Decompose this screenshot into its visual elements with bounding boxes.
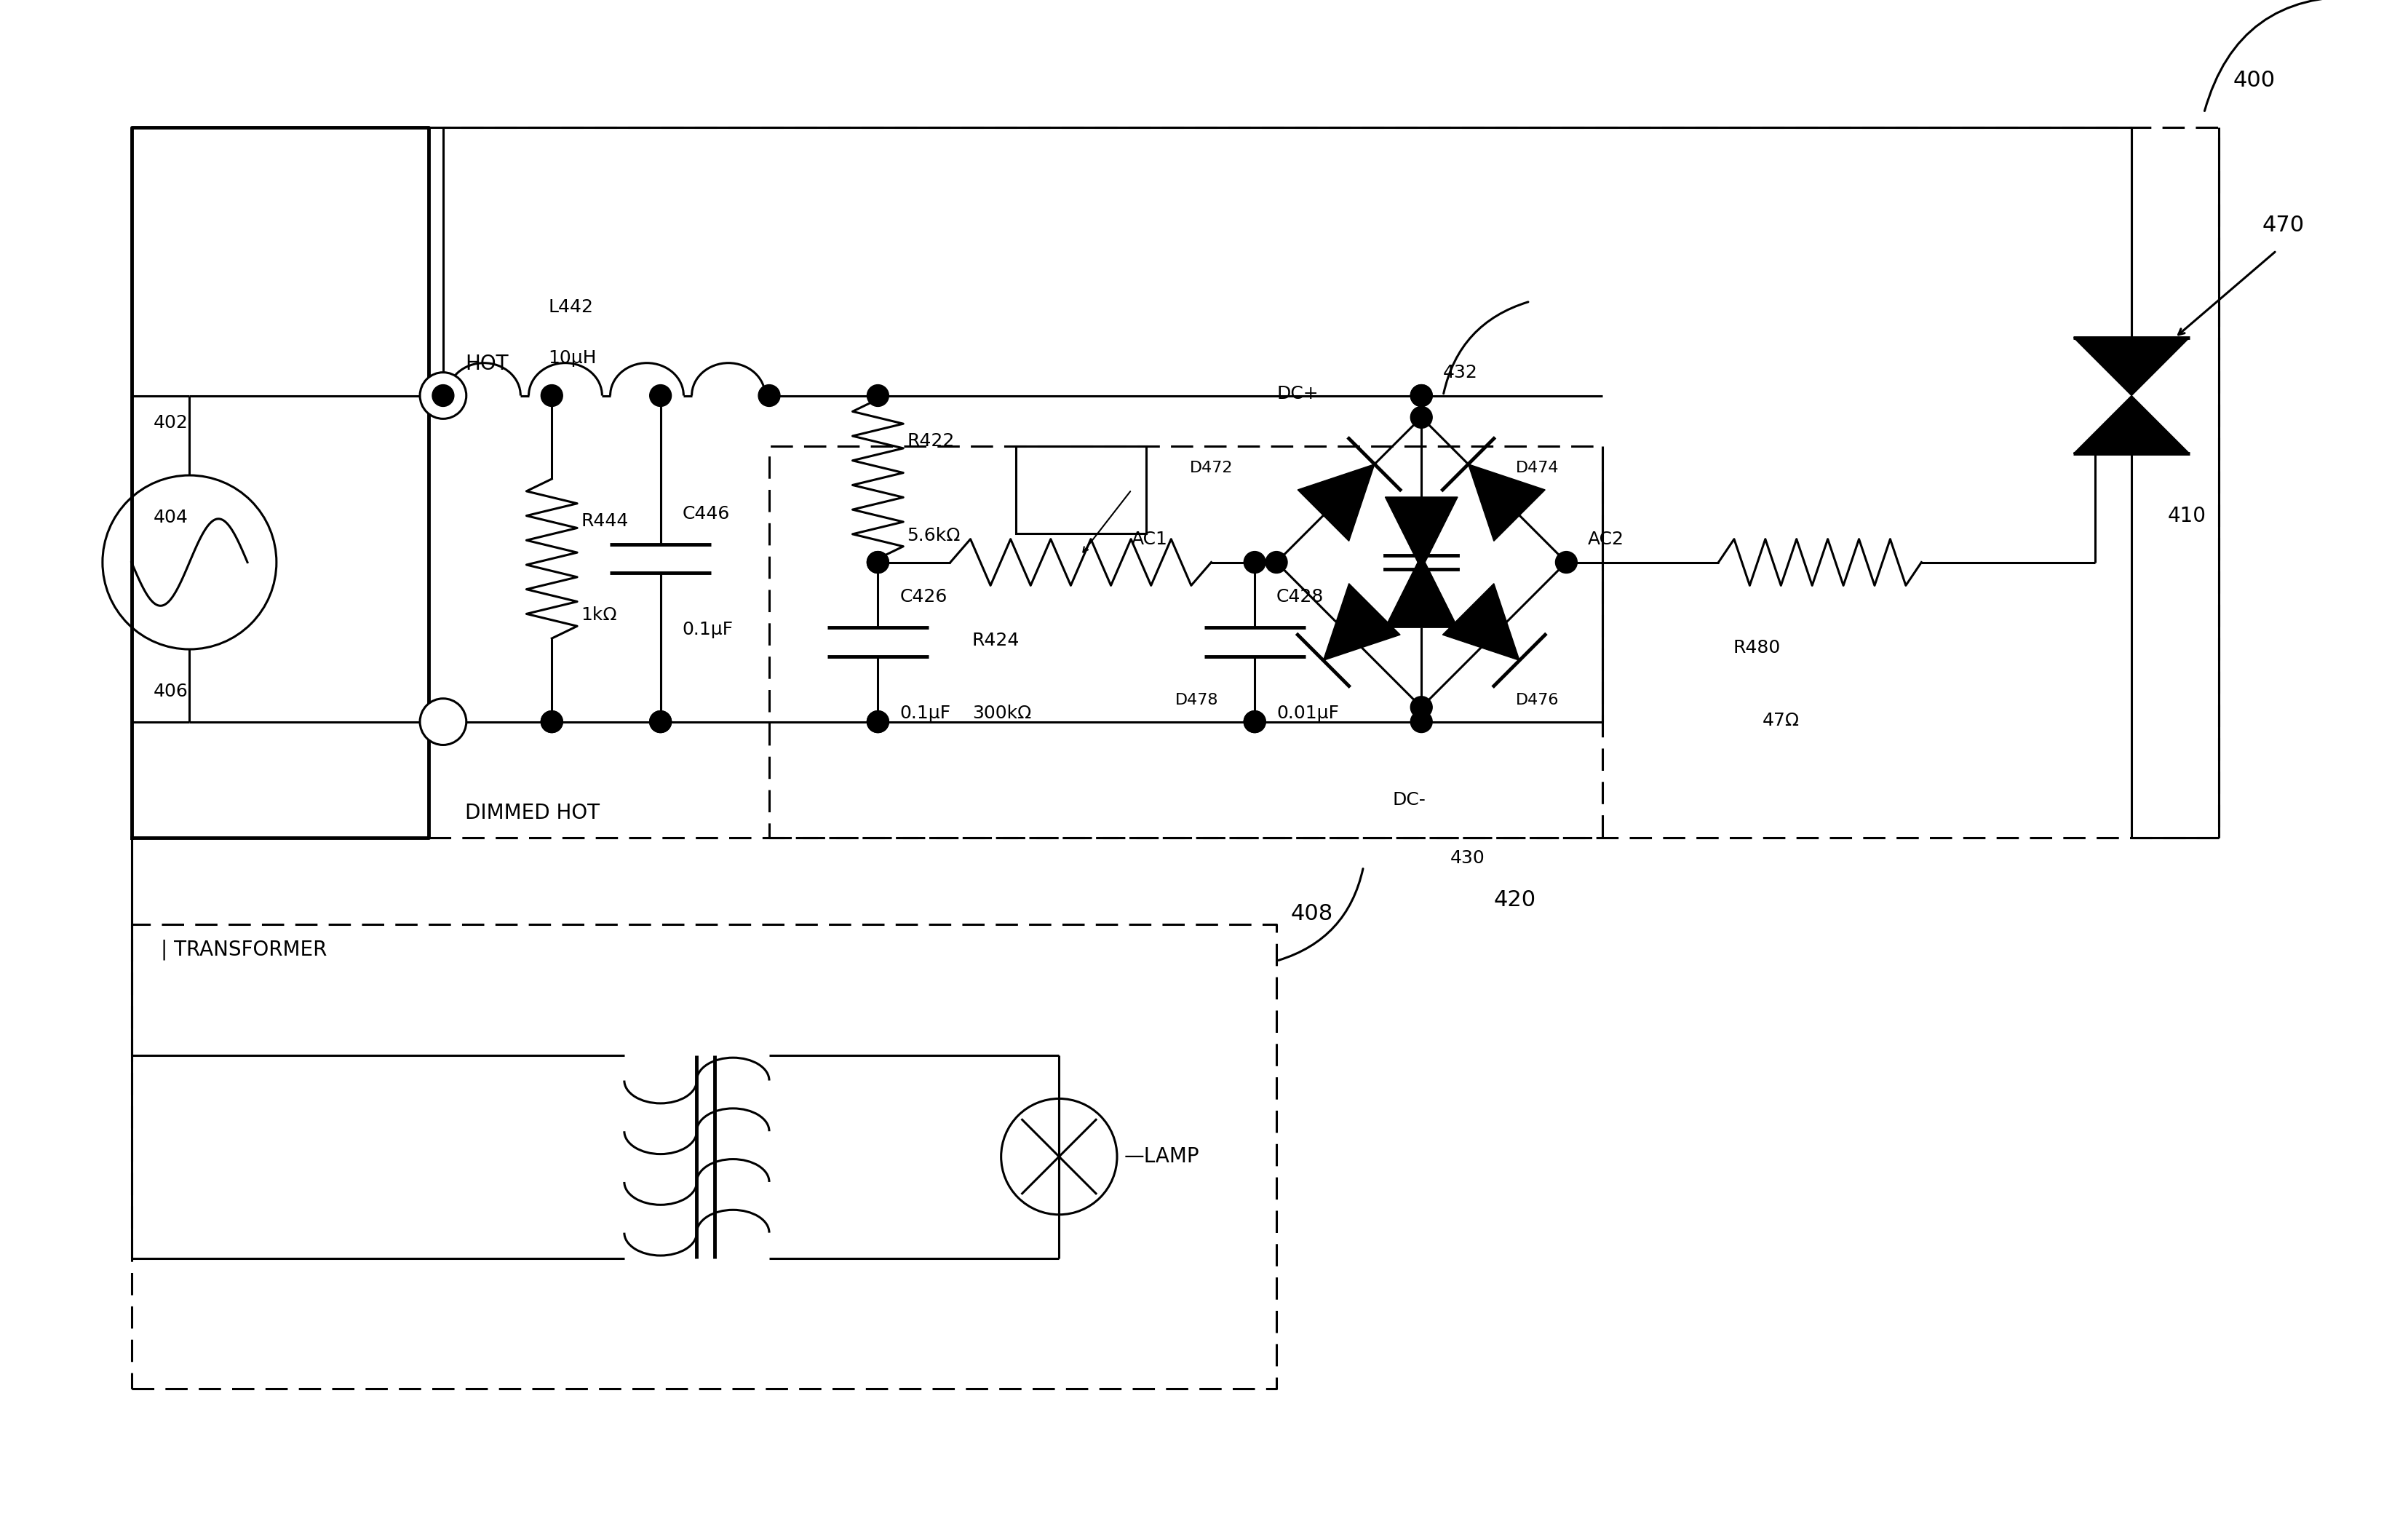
Text: 406: 406 [154,682,188,700]
Circle shape [867,551,889,573]
Text: R480: R480 [1734,639,1780,656]
Circle shape [650,711,672,732]
Circle shape [650,711,672,732]
Text: 420: 420 [1493,889,1536,910]
Text: 0.01μF: 0.01μF [1276,705,1339,722]
Circle shape [759,384,780,407]
Text: DIMMED HOT: DIMMED HOT [465,804,600,823]
Text: 0.1μF: 0.1μF [681,621,734,638]
Polygon shape [1385,554,1457,627]
Circle shape [867,384,889,407]
Text: R424: R424 [973,632,1019,649]
Text: AC2: AC2 [1587,530,1625,548]
Text: AC1: AC1 [1132,530,1168,548]
Circle shape [433,384,455,407]
Text: R444: R444 [580,512,628,530]
Circle shape [419,372,467,419]
Text: 432: 432 [1442,363,1479,381]
Text: 0.1μF: 0.1μF [901,705,951,722]
Text: C428: C428 [1276,588,1324,606]
Polygon shape [1324,583,1399,661]
Text: 408: 408 [1291,904,1334,925]
Circle shape [542,711,563,732]
Text: 5.6kΩ: 5.6kΩ [908,527,961,544]
Circle shape [1411,384,1433,407]
Circle shape [867,711,889,732]
Circle shape [650,384,672,407]
Text: 400: 400 [2232,70,2276,91]
Text: C426: C426 [901,588,946,606]
Circle shape [1267,551,1288,573]
Polygon shape [1442,583,1519,661]
Text: D478: D478 [1175,693,1218,708]
Text: R422: R422 [908,433,954,450]
Text: C446: C446 [681,504,730,523]
Circle shape [1245,551,1267,573]
Circle shape [1556,551,1577,573]
Circle shape [542,384,563,407]
Text: DC+: DC+ [1276,386,1320,403]
Text: D476: D476 [1515,693,1558,708]
Circle shape [1411,711,1433,732]
Text: 404: 404 [154,509,188,526]
Polygon shape [1298,465,1375,541]
Circle shape [1411,407,1433,428]
Text: 410: 410 [2167,506,2206,526]
Text: 47Ω: 47Ω [1763,711,1799,729]
Text: 300kΩ: 300kΩ [973,705,1031,722]
Text: D474: D474 [1515,460,1558,475]
Circle shape [1245,711,1267,732]
Text: 1kΩ: 1kΩ [580,606,616,624]
Circle shape [1411,384,1433,407]
Polygon shape [2073,337,2189,395]
Bar [1016,447,1146,533]
Circle shape [867,711,889,732]
Text: 402: 402 [154,415,188,431]
Text: —LAMP: —LAMP [1125,1147,1199,1167]
Text: HOT: HOT [465,354,508,374]
Polygon shape [1385,497,1457,570]
Text: 430: 430 [1450,849,1486,867]
Text: DC-: DC- [1392,791,1426,808]
Text: | TRANSFORMER: | TRANSFORMER [161,939,327,960]
Text: L442: L442 [549,298,592,316]
Circle shape [867,551,889,573]
Circle shape [542,711,563,732]
Circle shape [1245,711,1267,732]
Text: 10μH: 10μH [549,349,597,366]
Circle shape [419,699,467,744]
Text: 470: 470 [2261,216,2304,235]
Text: D472: D472 [1190,460,1233,475]
Polygon shape [2073,395,2189,454]
Polygon shape [1469,465,1546,541]
Circle shape [1411,696,1433,718]
